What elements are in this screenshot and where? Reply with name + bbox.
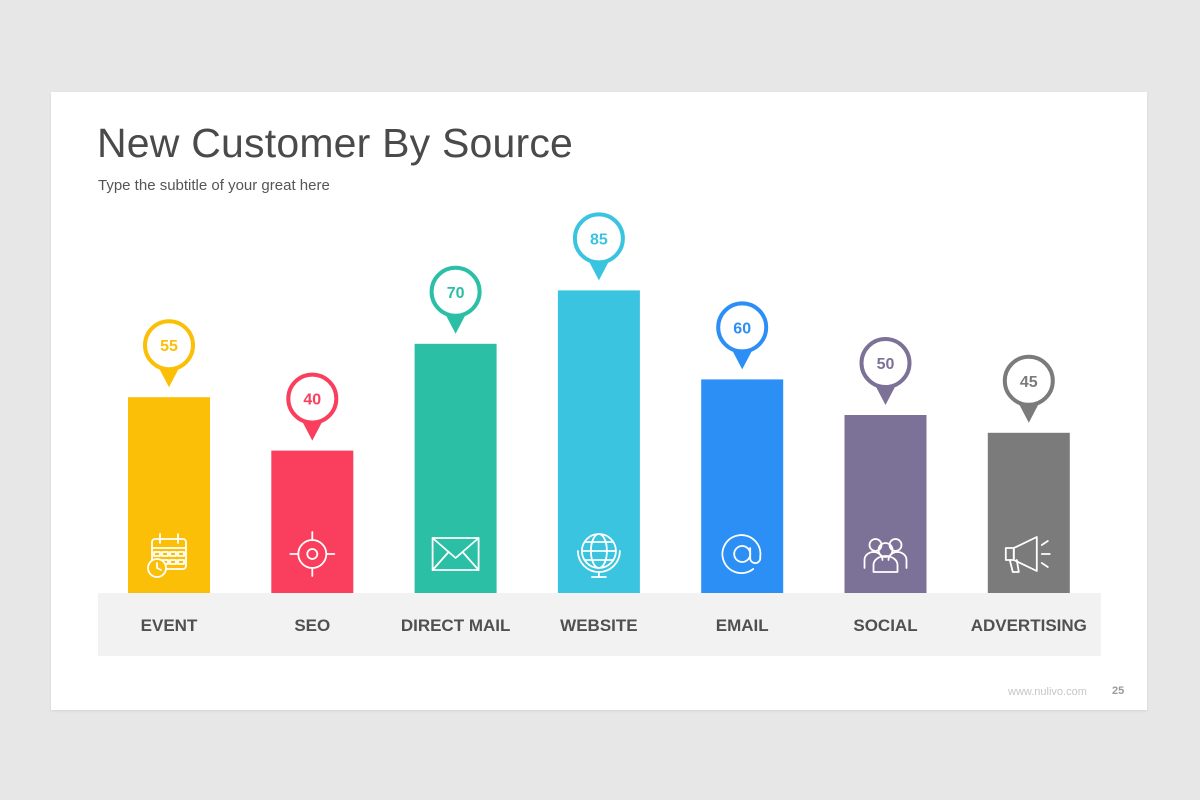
data-label: 40 — [303, 392, 321, 409]
megaphone-icon — [1004, 536, 1051, 573]
marker-pin — [1002, 354, 1055, 407]
bar-group: 85 WEBSITE — [557, 212, 640, 635]
category-label-band — [98, 593, 1101, 656]
marker-pin-tip — [874, 384, 897, 405]
bar-group: 50 SOCIAL — [844, 337, 927, 635]
marker-pin-tip — [301, 419, 324, 441]
category-label: SEO — [294, 616, 330, 635]
people-icon — [863, 538, 908, 573]
marker-pin-tip — [587, 259, 610, 281]
data-label: 50 — [877, 356, 895, 373]
data-label: 70 — [447, 285, 465, 302]
marker-pin-tip — [1017, 401, 1040, 423]
marker-pin — [572, 212, 625, 265]
target-icon — [289, 531, 336, 577]
data-label: 85 — [590, 231, 608, 248]
marker-pin — [716, 301, 769, 354]
data-label: 45 — [1020, 374, 1038, 391]
bar — [987, 432, 1070, 593]
bar — [414, 343, 497, 593]
bar — [844, 415, 927, 593]
bar-chart: 55 EVENT 40 SEO 70 DIRECT MAIL 85 WEBSITE 60 EMAI… — [98, 212, 1101, 656]
envelope-icon — [431, 537, 480, 571]
data-label: 60 — [733, 320, 751, 337]
bar-group: 70 DIRECT MAIL — [401, 265, 511, 635]
page-title: New Customer By Source — [97, 120, 574, 166]
category-label: EVENT — [141, 616, 198, 635]
bars-layer: 55 EVENT 40 SEO 70 DIRECT MAIL 85 WEBSITE 60 EMAI… — [128, 212, 1087, 635]
category-label: WEBSITE — [560, 616, 637, 635]
category-label: DIRECT MAIL — [401, 616, 511, 635]
bar-group: 55 EVENT — [128, 319, 210, 635]
marker-pin — [859, 337, 912, 389]
marker-pin-tip — [731, 348, 754, 370]
marker-pin-tip — [444, 312, 467, 334]
marker-pin — [429, 265, 482, 318]
bar-group: 45 ADVERTISING — [971, 354, 1087, 635]
bar — [557, 290, 640, 593]
marker-pin — [286, 372, 339, 425]
footer-url: www.nulivo.com — [1008, 686, 1087, 698]
category-label: SOCIAL — [853, 616, 917, 635]
page-subtitle: Type the subtitle of your great here — [98, 177, 330, 194]
calendar-icon — [147, 533, 187, 578]
bar — [128, 397, 210, 593]
page-number: 25 — [1112, 685, 1125, 697]
bar-group: 40 SEO — [271, 372, 354, 635]
marker-pin-tip — [158, 366, 180, 388]
slide: New Customer By Source Type the subtitle… — [51, 92, 1147, 710]
data-label: 55 — [160, 338, 178, 355]
bar — [701, 379, 784, 593]
category-label: ADVERTISING — [971, 616, 1087, 635]
category-label: EMAIL — [716, 616, 769, 635]
marker-pin — [143, 319, 195, 372]
globe-icon — [577, 533, 621, 578]
bar-group: 60 EMAIL — [701, 301, 784, 635]
at-sign-icon — [721, 534, 762, 574]
